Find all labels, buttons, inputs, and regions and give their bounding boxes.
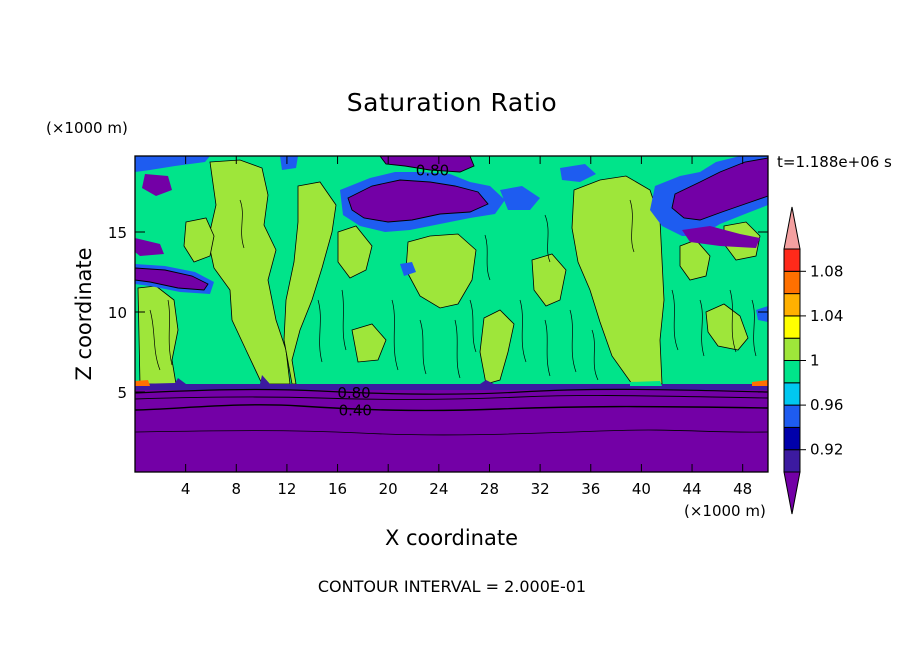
colorbar-label: 1.08 <box>810 262 843 280</box>
x-tick-label: 4 <box>181 480 191 498</box>
x-axis-label: X coordinate <box>384 526 519 550</box>
plot-frame <box>134 155 769 473</box>
colorbar-swatch <box>783 382 801 406</box>
contour-lines-lower <box>135 388 768 436</box>
chart-title: Saturation Ratio <box>346 88 558 117</box>
x-tick-label: 48 <box>733 480 752 498</box>
dry-patches <box>135 156 768 322</box>
colorbar-label: 0.96 <box>810 396 843 414</box>
y-tick-label: 15 <box>108 224 127 242</box>
colorbar-swatch <box>783 248 801 272</box>
colorbar-swatch <box>783 360 801 384</box>
x-axis-ticks: 4 8 12 16 20 24 28 32 36 40 44 48 <box>181 156 752 498</box>
contour-lines-upper <box>149 199 757 381</box>
colorbar-swatch <box>783 426 801 451</box>
colorbar-label: 1 <box>810 352 820 370</box>
colorbar: 0.92 0.96 1 1.04 1.08 <box>783 206 843 515</box>
y-axis-ticks: 5 10 15 <box>108 224 768 402</box>
y-axis-unit: (×1000 m) <box>46 119 128 137</box>
x-tick-label: 36 <box>581 480 600 498</box>
x-tick-label: 32 <box>531 480 550 498</box>
contour-labels: 0.800.800.40 <box>337 162 449 420</box>
supersaturated-regions <box>137 159 761 385</box>
x-tick-label: 16 <box>328 480 347 498</box>
x-tick-label: 40 <box>632 480 651 498</box>
x-axis-unit: (×1000 m) <box>684 502 766 520</box>
contour-label: 0.40 <box>339 402 372 420</box>
time-label: t=1.188e+06 s <box>777 153 892 171</box>
colorbar-arrow-high <box>783 206 801 250</box>
colorbar-swatch <box>783 270 801 295</box>
x-tick-label: 8 <box>232 480 242 498</box>
colorbar-swatch <box>783 449 801 473</box>
contour-label: 0.80 <box>337 384 370 402</box>
colorbar-label: 1.04 <box>810 307 843 325</box>
colorbar-label: 0.92 <box>810 441 843 459</box>
contour-interval-label: CONTOUR INTERVAL = 2.000E-01 <box>317 577 587 596</box>
colorbar-swatch <box>783 293 801 317</box>
colorbar-swatch <box>783 315 801 339</box>
y-tick-label: 5 <box>117 384 127 402</box>
contour-field <box>135 156 768 472</box>
x-tick-label: 20 <box>379 480 398 498</box>
colorbar-swatch <box>783 337 801 362</box>
x-tick-label: 12 <box>277 480 296 498</box>
colorbar-arrow-low <box>783 471 801 515</box>
contour-label: 0.80 <box>416 162 449 180</box>
colorbar-swatch <box>783 404 801 428</box>
y-tick-label: 10 <box>108 304 127 322</box>
x-tick-label: 24 <box>429 480 448 498</box>
x-tick-label: 44 <box>682 480 701 498</box>
x-tick-label: 28 <box>480 480 499 498</box>
